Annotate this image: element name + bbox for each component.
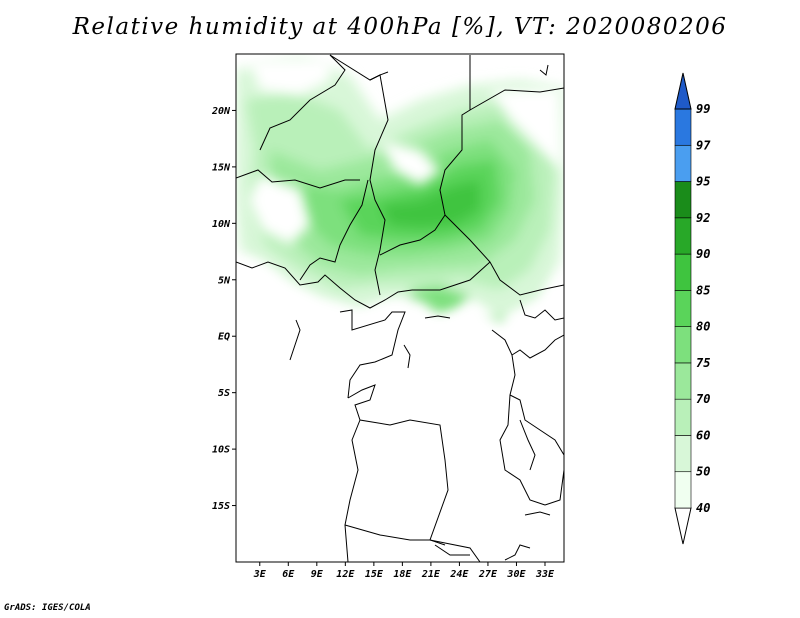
lon-tick-label: 3E bbox=[253, 569, 267, 580]
colorbar-level-label: 85 bbox=[696, 283, 710, 297]
humidity-shading bbox=[236, 58, 564, 562]
grads-credit: GrADS: IGES/COLA bbox=[4, 603, 91, 613]
colorbar-level-label: 90 bbox=[696, 247, 710, 261]
colorbar-swatch bbox=[674, 326, 692, 364]
colorbar-swatch bbox=[674, 398, 692, 436]
colorbar-level-label: 80 bbox=[696, 320, 710, 334]
colorbar-swatch bbox=[674, 435, 692, 473]
map-frame bbox=[235, 53, 565, 563]
colorbar-level-label: 99 bbox=[696, 102, 710, 116]
colorbar-level-label: 40 bbox=[696, 501, 710, 515]
colorbar-level-label: 92 bbox=[696, 211, 710, 225]
colorbar-level-label: 50 bbox=[696, 465, 710, 479]
lon-tick-label: 18E bbox=[393, 569, 412, 580]
colorbar-swatch bbox=[674, 181, 692, 219]
lat-tick-label: 20N bbox=[211, 106, 231, 117]
lon-tick-label: 21E bbox=[421, 569, 441, 580]
lat-tick-label: 15S bbox=[212, 501, 230, 512]
colorbar-swatch bbox=[674, 471, 692, 509]
colorbar-level-label: 75 bbox=[696, 356, 710, 370]
longitude-axis: 3E 6E 9E 12E 15E 18E 21E 24E 27E 30E 33E bbox=[253, 562, 555, 580]
colorbar-level-label: 70 bbox=[696, 392, 710, 406]
colorbar-swatch bbox=[674, 217, 692, 255]
lon-tick-label: 30E bbox=[506, 569, 526, 580]
lon-tick-label: 12E bbox=[336, 569, 355, 580]
colorbar-level-label: 97 bbox=[696, 138, 711, 152]
lon-tick-label: 6E bbox=[282, 569, 295, 580]
colorbar-level-label: 60 bbox=[696, 428, 710, 442]
colorbar-swatch bbox=[674, 253, 692, 291]
lat-tick-label: 10N bbox=[212, 219, 231, 230]
lat-tick-label: 5N bbox=[218, 275, 231, 286]
colorbar-under-arrow bbox=[674, 507, 692, 545]
colorbar-swatch bbox=[674, 290, 692, 327]
colorbar-level-label: 95 bbox=[696, 175, 710, 189]
colorbar-swatch bbox=[674, 144, 692, 182]
lon-tick-label: 27E bbox=[478, 569, 498, 580]
map-title: Relative humidity at 400hPa [%], VT: 202… bbox=[72, 14, 728, 40]
colorbar-swatch bbox=[674, 108, 692, 146]
lat-tick-label: 10S bbox=[212, 445, 230, 456]
colorbar-swatch bbox=[674, 362, 692, 400]
lat-tick-label: 15N bbox=[212, 162, 231, 173]
lon-tick-label: 24E bbox=[449, 569, 469, 580]
lon-tick-label: 9E bbox=[311, 569, 324, 580]
colorbar-over-arrow bbox=[674, 72, 692, 110]
lat-tick-label: EQ bbox=[218, 332, 230, 343]
lat-tick-label: 5S bbox=[218, 388, 230, 399]
latitude-axis: 20N 15N 10N 5N EQ 5S 10S 15S bbox=[211, 106, 236, 512]
colorbar-legend: 40 50 60 70 75 80 85 90 92 95 97 99 bbox=[674, 72, 711, 545]
lon-tick-label: 33E bbox=[535, 569, 555, 580]
country-borders bbox=[236, 54, 564, 562]
lon-tick-label: 15E bbox=[365, 569, 384, 580]
